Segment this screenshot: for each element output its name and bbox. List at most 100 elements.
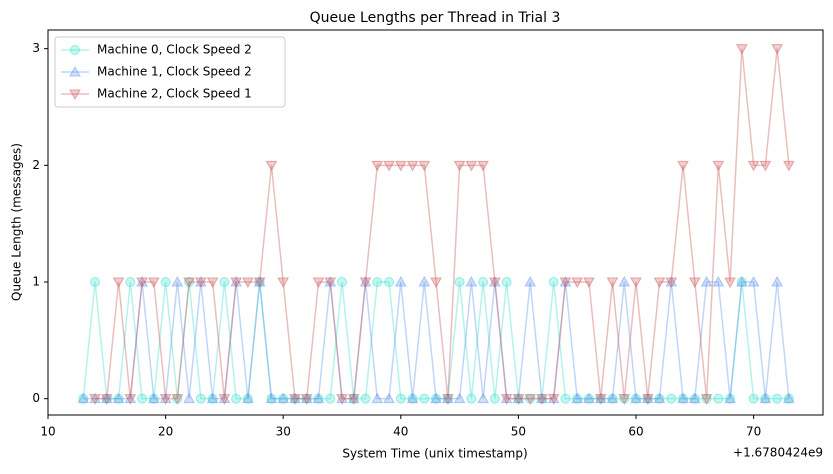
marker [418,160,431,172]
marker [547,394,560,405]
marker [783,160,795,172]
marker [548,277,559,287]
marker [747,160,760,172]
marker [112,277,125,289]
marker [383,392,395,404]
y-tick-label: 3 [32,41,40,55]
marker [771,275,783,287]
legend-marker [69,89,81,101]
marker [618,275,631,287]
marker [394,275,407,287]
marker [89,394,101,405]
marker [312,277,325,289]
marker [772,393,783,404]
marker [347,394,360,405]
x-offset-text: +1.6780424e9 [733,446,823,460]
marker [747,275,760,287]
marker [300,394,313,405]
marker [277,277,290,289]
marker [713,393,724,404]
series-line [82,281,789,400]
plot-frame [47,29,824,416]
legend-label: Machine 2, Clock Speed 1 [97,87,252,101]
marker [406,160,419,172]
marker [489,393,500,404]
marker [171,394,184,405]
marker [453,392,466,404]
marker [112,392,125,404]
marker [560,393,571,404]
marker [571,277,584,289]
marker [147,277,160,289]
marker [230,277,243,289]
marker [630,277,642,289]
legend-marker [69,65,81,77]
marker [394,160,407,172]
marker [477,160,489,172]
marker [336,394,348,405]
marker [253,277,266,289]
x-tick-label: 50 [511,425,526,439]
marker [712,275,725,287]
marker [124,394,137,405]
y-tick-label: 0 [32,391,40,405]
marker [783,392,795,404]
marker [384,277,395,287]
marker [677,160,689,172]
x-tick-label: 40 [393,425,408,439]
marker [594,394,607,405]
x-tick-label: 60 [628,425,643,439]
marker [265,392,278,404]
legend-box [54,36,286,108]
marker [183,277,195,289]
marker [666,393,677,404]
marker [724,277,736,289]
marker [359,277,372,289]
marker [736,275,748,287]
marker [641,394,654,405]
marker [524,394,537,405]
marker [465,275,478,287]
marker [478,277,489,287]
marker [501,277,512,287]
marker [559,277,572,289]
marker [688,277,701,289]
marker [571,392,584,404]
marker [665,277,678,289]
marker [736,44,748,55]
marker [700,275,713,287]
marker [277,392,290,404]
x-tick-label: 70 [746,425,761,439]
marker [90,277,101,287]
x-tick-label: 20 [158,425,173,439]
marker [171,275,184,287]
x-axis-label: System Time (unix timestamp) [342,447,527,461]
x-tick-label: 10 [40,425,55,439]
marker [500,394,513,405]
marker [289,394,301,405]
marker [159,394,172,405]
marker [583,277,595,289]
marker [441,394,454,405]
marker [724,392,736,404]
marker [419,393,430,404]
marker [418,275,431,287]
marker [371,160,384,172]
marker [265,160,278,172]
series-line [83,281,790,400]
marker [372,277,383,287]
marker [231,393,242,404]
marker [466,393,477,404]
y-axis-label: Queue Length (messages) [10,143,24,301]
marker [77,392,90,404]
marker [477,392,489,404]
marker [100,394,113,405]
x-tick-label: 30 [276,425,291,439]
marker [406,392,419,404]
marker [206,277,219,289]
marker [653,392,666,404]
series-line [95,48,790,400]
marker [325,393,336,404]
marker [360,393,371,404]
marker [653,277,666,289]
